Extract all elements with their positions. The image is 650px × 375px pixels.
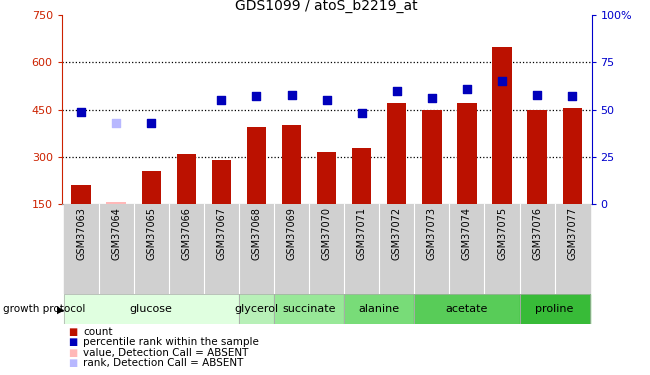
Bar <box>414 204 449 294</box>
Bar <box>274 294 344 324</box>
Bar <box>317 152 336 204</box>
Bar <box>554 204 590 294</box>
Bar <box>142 171 161 204</box>
Bar <box>458 104 476 204</box>
Text: proline: proline <box>536 304 574 314</box>
Bar <box>274 204 309 294</box>
Bar <box>519 204 554 294</box>
Bar <box>519 294 590 324</box>
Point <box>532 92 542 98</box>
Bar <box>493 46 512 204</box>
Bar <box>239 294 274 324</box>
Bar <box>344 294 414 324</box>
Text: GSM37070: GSM37070 <box>322 207 332 260</box>
Bar <box>484 204 519 294</box>
Bar <box>204 204 239 294</box>
Point <box>462 86 472 92</box>
Point <box>497 78 507 84</box>
Point <box>287 92 297 98</box>
Point <box>216 97 227 103</box>
Bar <box>352 148 371 204</box>
Bar <box>239 294 274 324</box>
Text: percentile rank within the sample: percentile rank within the sample <box>83 338 259 347</box>
Text: GSM37073: GSM37073 <box>427 207 437 260</box>
Text: GSM37076: GSM37076 <box>532 207 542 260</box>
Text: growth protocol: growth protocol <box>3 304 86 314</box>
Bar <box>387 104 406 204</box>
Bar <box>282 126 301 204</box>
Bar <box>309 204 344 294</box>
Bar <box>414 294 519 324</box>
Text: GSM37069: GSM37069 <box>287 207 296 260</box>
Text: GSM37068: GSM37068 <box>252 207 261 260</box>
Bar <box>212 160 231 204</box>
Text: GSM37071: GSM37071 <box>357 207 367 260</box>
Bar <box>344 204 379 294</box>
Point <box>321 97 332 103</box>
Text: succinate: succinate <box>282 304 336 314</box>
Text: GSM37067: GSM37067 <box>216 207 226 260</box>
Bar <box>247 127 266 204</box>
Bar <box>519 294 590 324</box>
Text: ■: ■ <box>68 338 77 347</box>
Text: GSM37065: GSM37065 <box>146 207 156 260</box>
Bar <box>177 154 196 204</box>
Point <box>146 120 157 126</box>
Bar <box>422 110 441 204</box>
Bar <box>379 204 414 294</box>
Bar <box>239 204 274 294</box>
Point <box>391 88 402 94</box>
Text: value, Detection Call = ABSENT: value, Detection Call = ABSENT <box>83 348 248 358</box>
Bar <box>134 204 169 294</box>
Text: GSM37077: GSM37077 <box>567 207 577 260</box>
Point <box>111 120 122 126</box>
Text: count: count <box>83 327 112 337</box>
Point <box>76 109 86 115</box>
Bar <box>562 108 582 204</box>
Text: glycerol: glycerol <box>235 304 278 314</box>
Text: GSM37075: GSM37075 <box>497 207 507 260</box>
Text: GSM37066: GSM37066 <box>181 207 191 260</box>
Text: GSM37074: GSM37074 <box>462 207 472 260</box>
Text: ■: ■ <box>68 348 77 358</box>
Bar <box>72 186 91 204</box>
Bar <box>344 294 414 324</box>
Bar <box>107 202 126 204</box>
Text: ■: ■ <box>68 327 77 337</box>
Point <box>567 93 577 99</box>
Text: alanine: alanine <box>359 304 400 314</box>
Bar <box>64 294 239 324</box>
Bar <box>64 294 239 324</box>
Bar <box>99 204 134 294</box>
Text: GSM37072: GSM37072 <box>392 207 402 260</box>
Point <box>252 93 262 99</box>
Text: rank, Detection Call = ABSENT: rank, Detection Call = ABSENT <box>83 358 244 368</box>
Text: GSM37064: GSM37064 <box>111 207 121 260</box>
Text: GSM37063: GSM37063 <box>76 207 86 260</box>
Bar <box>274 294 344 324</box>
Point <box>356 111 367 117</box>
Text: glucose: glucose <box>130 304 173 314</box>
Bar <box>64 204 99 294</box>
Bar <box>414 294 519 324</box>
Bar <box>169 204 204 294</box>
Point <box>426 95 437 101</box>
Text: acetate: acetate <box>446 304 488 314</box>
Bar <box>527 110 547 204</box>
Text: ▶: ▶ <box>57 304 65 314</box>
Bar <box>449 204 484 294</box>
Text: ■: ■ <box>68 358 77 368</box>
Title: GDS1099 / atoS_b2219_at: GDS1099 / atoS_b2219_at <box>235 0 418 13</box>
